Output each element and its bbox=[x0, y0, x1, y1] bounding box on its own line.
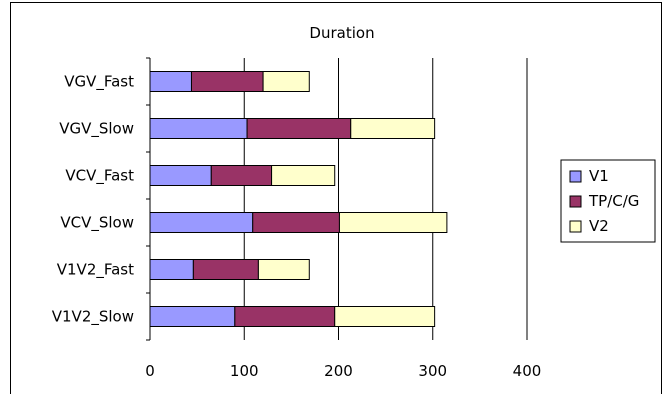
category-label: VGV_Fast bbox=[64, 73, 134, 92]
bar-segment bbox=[149, 259, 194, 280]
bar-segment bbox=[210, 165, 273, 186]
chart-frame bbox=[10, 2, 662, 394]
x-tick-label: 400 bbox=[513, 362, 542, 380]
bar-segment bbox=[192, 259, 259, 280]
bar-segment bbox=[271, 165, 336, 186]
bar-segment bbox=[262, 71, 310, 92]
plot-area: 0 100 200 300 400 VGV_Fast VGV_Slow VCV_Fast VCV… bbox=[52, 57, 542, 380]
bar-segment bbox=[149, 212, 254, 233]
bar-segment bbox=[246, 118, 352, 139]
bar-segment bbox=[334, 306, 436, 327]
legend: V1 TP/C/G V2 bbox=[560, 159, 656, 243]
bar-segment bbox=[338, 212, 448, 233]
category-label: VGV_Slow bbox=[59, 120, 134, 139]
legend-label: V2 bbox=[589, 217, 609, 235]
category-label: VCV_Fast bbox=[65, 167, 134, 186]
bar-segment bbox=[252, 212, 340, 233]
bar-segment bbox=[350, 118, 436, 139]
bar-segment bbox=[149, 118, 248, 139]
category-label: V1V2_Slow bbox=[52, 308, 134, 327]
bar-segment bbox=[190, 71, 264, 92]
category-label: VCV_Slow bbox=[60, 214, 134, 233]
bar-segment bbox=[257, 259, 310, 280]
x-tick-label: 0 bbox=[145, 362, 155, 380]
legend-label: V1 bbox=[589, 167, 609, 185]
bar-segment bbox=[149, 306, 236, 327]
bar-segment bbox=[149, 165, 212, 186]
bar-segment bbox=[234, 306, 336, 327]
chart-title: Duration bbox=[309, 24, 374, 42]
legend-swatch bbox=[569, 170, 582, 183]
legend-swatch bbox=[569, 195, 582, 208]
x-tick-label: 100 bbox=[230, 362, 259, 380]
bar-segment bbox=[149, 71, 192, 92]
legend-label: TP/C/G bbox=[588, 192, 639, 210]
category-label: V1V2_Fast bbox=[57, 261, 134, 280]
x-tick-label: 300 bbox=[418, 362, 447, 380]
x-tick-label: 200 bbox=[324, 362, 353, 380]
legend-swatch bbox=[569, 220, 582, 233]
